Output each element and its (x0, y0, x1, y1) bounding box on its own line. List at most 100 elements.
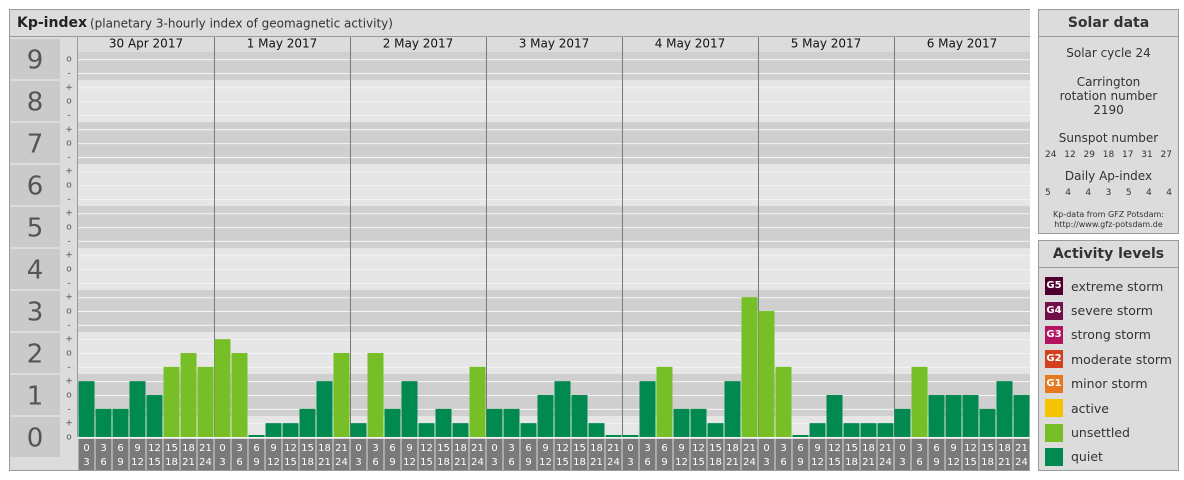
hour-box (350, 439, 367, 470)
y-minor-label: - (67, 404, 70, 414)
hour-start: 9 (406, 443, 412, 454)
bar (707, 423, 724, 437)
hour-start: 9 (270, 443, 276, 454)
hour-start: 0 (219, 443, 225, 454)
hour-end: 15 (284, 457, 297, 468)
legend-swatch: G4 (1045, 301, 1063, 320)
hour-end: 21 (454, 457, 467, 468)
hour-start: 12 (556, 443, 569, 454)
tick-box (10, 39, 60, 80)
hour-box (809, 439, 826, 470)
bar (775, 366, 792, 437)
legend-label: moderate storm (1071, 351, 1172, 367)
hour-box (843, 439, 860, 470)
hour-end: 3 (491, 457, 497, 468)
hour-box (588, 439, 605, 470)
hour-start: 21 (879, 443, 892, 454)
hour-start: 6 (389, 443, 395, 454)
bar (401, 381, 418, 437)
hour-box (996, 439, 1013, 470)
hour-start: 6 (933, 443, 939, 454)
hour-start: 3 (644, 443, 650, 454)
bar (146, 395, 163, 437)
hour-end: 18 (573, 457, 586, 468)
solar-cycle: Solar cycle 24 (1066, 46, 1151, 60)
hour-end: 15 (148, 457, 161, 468)
hour-box (129, 439, 146, 470)
hour-start: 0 (83, 443, 89, 454)
bar (469, 366, 486, 437)
hour-box (401, 439, 418, 470)
bar (435, 408, 452, 437)
hour-end: 3 (899, 457, 905, 468)
y-minor-label: + (65, 335, 73, 345)
bar (231, 353, 248, 437)
hour-box (112, 439, 129, 470)
legend-swatch: G1 (1045, 374, 1063, 393)
hour-start: 21 (471, 443, 484, 454)
bar (163, 366, 180, 437)
legend-item: quiet (1039, 445, 1178, 469)
hour-end: 15 (692, 457, 705, 468)
bar (537, 395, 554, 437)
hour-start: 3 (236, 443, 242, 454)
sunspot-row: 24 12 29 18 17 31 27 (1039, 148, 1178, 166)
bar (367, 353, 384, 437)
tick-box (10, 165, 60, 206)
hour-end: 3 (83, 457, 89, 468)
value: 5 (1125, 188, 1132, 198)
y-tick-label: 6 (27, 172, 44, 202)
hour-start: 6 (253, 443, 259, 454)
hour-box (673, 439, 690, 470)
hour-end: 6 (644, 457, 650, 468)
hour-start: 3 (780, 443, 786, 454)
hour-box (656, 439, 673, 470)
legend-label: minor storm (1071, 376, 1148, 392)
hour-box (146, 439, 163, 470)
hour-end: 24 (335, 457, 348, 468)
ap-title: Daily Ap-index (1064, 169, 1153, 183)
bar (979, 408, 996, 437)
hour-box (775, 439, 792, 470)
y-tick-label: 1 (27, 382, 44, 412)
hour-box (1013, 439, 1030, 470)
source-text: Kp-data from GFZ Potsdam: (1053, 210, 1164, 219)
solar-data-panel: Solar data Solar cycle 24 Carrington rot… (1038, 9, 1179, 234)
hour-end: 21 (182, 457, 195, 468)
legend-item: unsettled (1039, 420, 1178, 444)
bar (452, 423, 469, 437)
hour-end: 24 (199, 457, 212, 468)
bar (95, 408, 112, 437)
hour-box (452, 439, 469, 470)
hour-end: 24 (879, 457, 892, 468)
bar (180, 353, 197, 437)
bar (588, 423, 605, 437)
y-minor-label: o (66, 349, 72, 359)
hour-end: 21 (726, 457, 739, 468)
bar (333, 353, 350, 437)
hour-box (231, 439, 248, 470)
bar (962, 395, 979, 437)
y-minor-label: o (66, 139, 72, 149)
hour-start: 18 (590, 443, 603, 454)
hour-box (384, 439, 401, 470)
hour-start: 0 (627, 443, 633, 454)
y-tick-label: 2 (27, 340, 44, 370)
source: Kp-data from GFZ Potsdam: http://www.gfz-… (1039, 204, 1178, 236)
bar (758, 311, 775, 437)
hour-box (78, 439, 95, 470)
tick-box (10, 123, 60, 164)
hour-end: 12 (131, 457, 144, 468)
hour-end: 24 (1015, 457, 1028, 468)
sunspot-title: Sunspot number (1058, 131, 1159, 145)
hour-end: 18 (301, 457, 314, 468)
hour-box (333, 439, 350, 470)
legend-swatch (1045, 447, 1063, 466)
legend-label: extreme storm (1071, 278, 1164, 294)
hour-box (265, 439, 282, 470)
bar (826, 395, 843, 437)
bar (605, 435, 622, 437)
hour-end: 18 (165, 457, 178, 468)
hour-end: 9 (389, 457, 395, 468)
y-tick-label: 5 (27, 214, 44, 244)
